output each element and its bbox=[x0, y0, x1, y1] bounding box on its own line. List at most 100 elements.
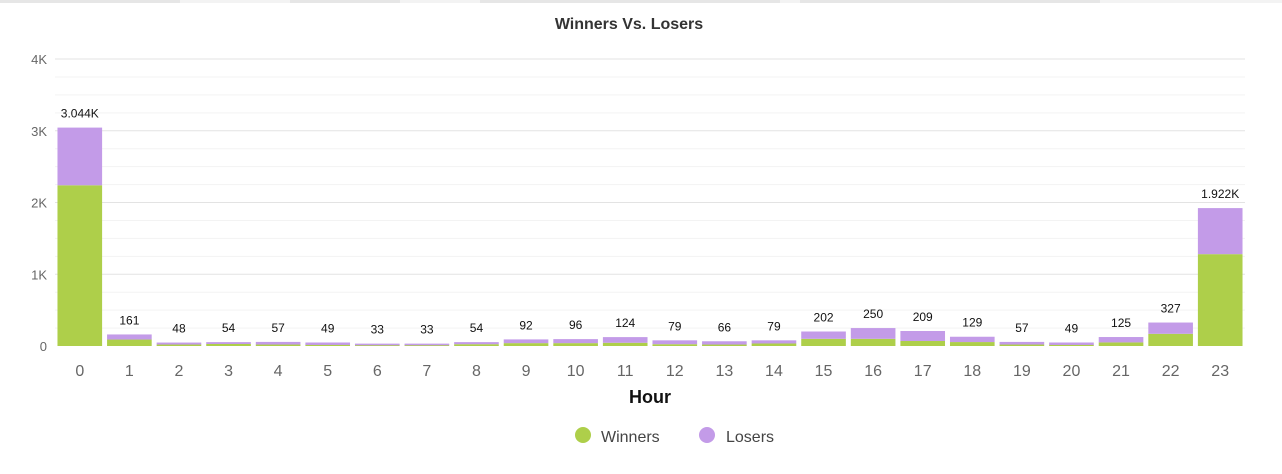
x-tick-label: 8 bbox=[472, 363, 481, 380]
bar-losers-22[interactable] bbox=[1148, 322, 1193, 334]
top-border bbox=[0, 0, 1282, 3]
bar-winners-8[interactable] bbox=[454, 344, 499, 346]
chart-title: Winners Vs. Losers bbox=[555, 16, 703, 33]
data-label: 250 bbox=[863, 307, 883, 321]
bar-losers-19[interactable] bbox=[999, 341, 1045, 345]
data-labels: 3.044K 161 48 54 57 49 33 33 54 92 96 124 79 66 79 202 2… bbox=[61, 107, 1239, 337]
bar-winners-13[interactable] bbox=[702, 344, 747, 347]
top-border-segment bbox=[290, 0, 400, 3]
data-label: 49 bbox=[1065, 321, 1079, 335]
bar-losers-8[interactable] bbox=[454, 342, 499, 345]
data-label: 129 bbox=[962, 316, 982, 330]
x-axis-title: Hour bbox=[629, 387, 671, 407]
data-label: 202 bbox=[814, 311, 834, 325]
bar-losers-11[interactable] bbox=[602, 337, 648, 343]
data-label: 125 bbox=[1111, 316, 1131, 330]
x-tick-label: 2 bbox=[175, 363, 184, 380]
data-label: 79 bbox=[668, 319, 682, 333]
x-tick-label: 10 bbox=[567, 363, 585, 380]
x-tick-label: 13 bbox=[715, 363, 733, 380]
bar-losers-5[interactable] bbox=[305, 342, 351, 345]
bar-losers-2[interactable] bbox=[156, 342, 202, 345]
bar-winners-19[interactable] bbox=[999, 344, 1045, 347]
bar-winners-20[interactable] bbox=[1049, 344, 1094, 347]
legend-label-losers[interactable]: Losers bbox=[726, 429, 774, 446]
bar-losers-16[interactable] bbox=[850, 328, 896, 339]
x-tick-label: 16 bbox=[864, 363, 882, 380]
bar-winners-16[interactable] bbox=[850, 338, 896, 346]
x-tick-label: 20 bbox=[1063, 363, 1081, 380]
x-tick-label: 11 bbox=[617, 363, 634, 380]
bar-winners-12[interactable] bbox=[652, 344, 698, 346]
legend-marker-losers[interactable] bbox=[699, 427, 715, 443]
y-tick-label: 2K bbox=[31, 196, 47, 211]
bar-winners-5[interactable] bbox=[305, 344, 351, 347]
data-label: 327 bbox=[1161, 302, 1181, 316]
bar-losers-21[interactable] bbox=[1098, 337, 1144, 343]
bar-winners-1[interactable] bbox=[107, 339, 152, 346]
bar-winners-17[interactable] bbox=[900, 340, 946, 346]
x-tick-label: 12 bbox=[666, 363, 684, 380]
bar-winners-11[interactable] bbox=[602, 342, 648, 346]
bar-winners-23[interactable] bbox=[1197, 254, 1243, 346]
x-tick-label: 3 bbox=[224, 363, 233, 380]
bar-winners-18[interactable] bbox=[949, 342, 995, 346]
data-label: 1.922K bbox=[1201, 187, 1239, 201]
bar-losers-12[interactable] bbox=[652, 340, 698, 345]
bar-losers-10[interactable] bbox=[553, 339, 598, 344]
bar-losers-23[interactable] bbox=[1197, 208, 1243, 255]
x-tick-label: 6 bbox=[373, 363, 382, 380]
data-label: 48 bbox=[172, 322, 186, 336]
bar-losers-4[interactable] bbox=[255, 341, 301, 345]
bar-winners-3[interactable] bbox=[206, 343, 251, 346]
bar-losers-17[interactable] bbox=[900, 331, 946, 341]
legend-label-winners[interactable]: Winners bbox=[601, 429, 660, 446]
data-label: 96 bbox=[569, 318, 583, 332]
bar-winners-10[interactable] bbox=[553, 343, 598, 346]
x-tick-label: 19 bbox=[1013, 363, 1031, 380]
x-tick-label: 23 bbox=[1211, 363, 1229, 380]
bar-losers-15[interactable] bbox=[801, 331, 846, 339]
y-tick-label: 4K bbox=[31, 52, 47, 67]
bar-losers-6[interactable] bbox=[354, 343, 400, 346]
x-tick-label: 7 bbox=[422, 363, 431, 380]
bar-losers-3[interactable] bbox=[206, 342, 251, 344]
legend-marker-winners[interactable] bbox=[575, 427, 591, 443]
bar-winners-14[interactable] bbox=[751, 343, 797, 346]
y-tick-label: 3K bbox=[31, 124, 47, 139]
x-tick-label: 21 bbox=[1112, 363, 1130, 380]
top-border-segment bbox=[0, 0, 180, 3]
bar-losers-20[interactable] bbox=[1049, 342, 1094, 345]
bar-losers-0[interactable] bbox=[57, 127, 103, 186]
data-label: 92 bbox=[519, 318, 533, 332]
data-label: 79 bbox=[767, 319, 781, 333]
bar-losers-18[interactable] bbox=[949, 336, 995, 343]
x-tick-label: 4 bbox=[274, 363, 283, 380]
bar-winners-2[interactable] bbox=[156, 344, 202, 347]
data-label: 33 bbox=[371, 323, 385, 337]
bar-winners-0[interactable] bbox=[57, 185, 103, 346]
bar-winners-15[interactable] bbox=[801, 338, 846, 346]
bar-losers-14[interactable] bbox=[751, 340, 797, 344]
bar-winners-21[interactable] bbox=[1098, 342, 1144, 346]
x-tick-label: 15 bbox=[815, 363, 833, 380]
bar-losers-13[interactable] bbox=[702, 341, 747, 345]
x-tick-label: 9 bbox=[522, 363, 531, 380]
data-label: 49 bbox=[321, 321, 335, 335]
data-label: 54 bbox=[222, 321, 236, 335]
bar-losers-9[interactable] bbox=[503, 339, 549, 344]
x-tick-label: 22 bbox=[1162, 363, 1180, 380]
bar-winners-9[interactable] bbox=[503, 343, 549, 346]
data-label: 161 bbox=[119, 313, 139, 327]
x-tick-label: 17 bbox=[914, 363, 932, 380]
data-label: 124 bbox=[615, 316, 635, 330]
x-tick-label: 14 bbox=[765, 363, 783, 380]
x-tick-label: 1 bbox=[125, 363, 134, 380]
bar-losers-7[interactable] bbox=[404, 343, 450, 346]
bar-losers-1[interactable] bbox=[107, 334, 152, 340]
bar-winners-22[interactable] bbox=[1148, 333, 1193, 346]
y-tick-label: 1K bbox=[31, 267, 47, 282]
legend: Winners Losers bbox=[575, 427, 774, 446]
bar-winners-4[interactable] bbox=[255, 344, 301, 347]
